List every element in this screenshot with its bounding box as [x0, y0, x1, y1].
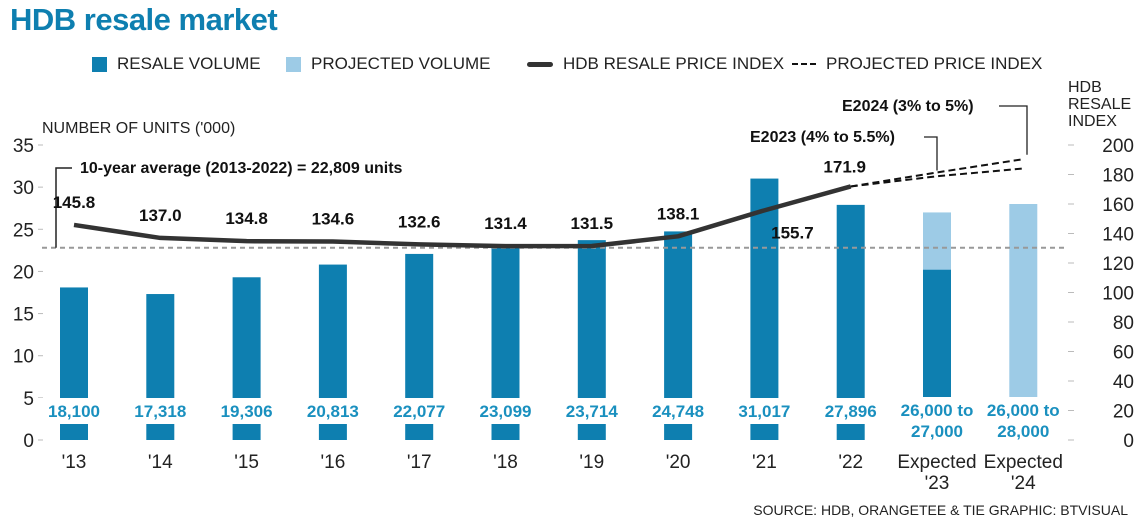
bar-value-label: 18,100: [48, 402, 100, 421]
annotation-e2023-leader: [924, 136, 938, 171]
index-value-label: 145.8: [53, 193, 96, 212]
right-axis-title: INDEX: [1068, 113, 1117, 130]
source-credit: SOURCE: HDB, ORANGETEE & TIE GRAPHIC: BT…: [753, 502, 1128, 518]
bar-label-bg: [379, 398, 460, 424]
bar-label-bg: [638, 398, 719, 424]
right-tick-label: 160: [1102, 195, 1134, 216]
legend-projected-volume: PROJECTED VOLUME: [286, 54, 490, 74]
bar-value-label: 17,318: [134, 402, 186, 421]
right-tick-label: 20: [1113, 402, 1134, 423]
legend-label: RESALE VOLUME: [117, 54, 261, 73]
x-tick-label: '20: [666, 452, 691, 473]
right-axis-title: HDB: [1068, 79, 1102, 96]
bar-value-label: 31,017: [738, 402, 790, 421]
right-tick-label: 60: [1113, 343, 1134, 364]
left-tick-label: 20: [13, 262, 34, 283]
x-tick-label: Expected: [897, 452, 976, 473]
annotation-e2024-leader: [999, 105, 1028, 155]
left-tick-label: 10: [13, 347, 34, 368]
bar-label-bg: [551, 398, 632, 424]
right-tick-label: 40: [1113, 372, 1134, 393]
index-value-label: 131.4: [484, 214, 527, 233]
bar-label-bg: [465, 398, 546, 424]
x-tick-label: '14: [148, 452, 173, 473]
bar-label-bg: [120, 398, 201, 424]
legend-swatch: [286, 56, 301, 72]
right-tick-label: 100: [1102, 284, 1134, 305]
right-tick-label: 80: [1113, 313, 1134, 334]
bar-value-label: 27,896: [825, 402, 877, 421]
bar-label-bg: [724, 398, 805, 424]
index-value-label: 132.6: [398, 212, 441, 231]
index-value-label: 134.8: [225, 209, 268, 228]
right-tick-label: 200: [1102, 136, 1134, 157]
x-tick-label: '24: [1011, 473, 1036, 494]
x-tick-label: '19: [579, 452, 604, 473]
legend-label: HDB RESALE PRICE INDEX: [563, 54, 785, 73]
price-index-line: [73, 184, 852, 249]
left-tick-label: 5: [23, 389, 34, 410]
x-tick-label: '13: [62, 452, 87, 473]
chart-title: HDB resale market: [10, 2, 278, 37]
bar-value-label: 24,748: [652, 402, 704, 421]
index-value-label: 171.9: [823, 157, 866, 176]
index-value-label: 131.5: [571, 214, 614, 233]
resale-volume-bar: [750, 178, 779, 441]
right-tick-label: 0: [1123, 431, 1134, 452]
left-tick-label: 30: [13, 178, 34, 199]
right-tick-label: 180: [1102, 166, 1134, 187]
legend-line: [527, 61, 553, 67]
legend-projected-index: PROJECTED PRICE INDEX: [792, 54, 1042, 74]
x-tick-label: '21: [752, 452, 777, 473]
annotation-e2023: E2023 (4% to 5.5%): [750, 129, 895, 146]
legend-swatch: [92, 56, 107, 72]
average-leader: [55, 167, 72, 248]
legend-dash: [792, 63, 816, 65]
right-axis-title: RESALE: [1068, 96, 1131, 113]
bar-label-bg: [206, 398, 287, 424]
bar-label-bg: [983, 397, 1064, 441]
left-tick-label: 15: [13, 305, 34, 326]
legend-label: PROJECTED PRICE INDEX: [826, 54, 1043, 73]
bar-value-label: 23,099: [480, 402, 532, 421]
projected-index-lower: [850, 167, 1024, 188]
bar-value-label: 20,813: [307, 402, 359, 421]
index-value-label: 137.0: [139, 206, 182, 225]
bar-value-label: 28,000: [997, 422, 1049, 441]
legend-price-index: HDB RESALE PRICE INDEX: [527, 54, 784, 74]
bar-label-bg: [897, 397, 977, 441]
x-tick-label: '23: [925, 473, 950, 494]
bar-value-label: 26,000 to: [901, 401, 974, 420]
x-tick-label: '15: [234, 452, 259, 473]
bar-label-bg: [34, 398, 114, 424]
bar-value-label: 22,077: [393, 402, 445, 421]
average-label: 10-year average (2013-2022) = 22,809 uni…: [80, 160, 403, 177]
right-tick-label: 140: [1102, 225, 1134, 246]
bar-label-bg: [810, 398, 891, 424]
left-tick-label: 25: [13, 220, 34, 241]
x-tick-label: '18: [493, 452, 518, 473]
projected-index-upper: [850, 158, 1024, 188]
index-value-label: 134.6: [312, 209, 355, 228]
index-value-label: 155.7: [771, 223, 814, 242]
left-axis-title: NUMBER OF UNITS ('000): [42, 120, 235, 137]
legend-resale-volume: RESALE VOLUME: [92, 54, 261, 74]
left-tick-label: 35: [13, 136, 34, 157]
bar-label-bg: [292, 398, 373, 424]
annotation-e2024: E2024 (3% to 5%): [842, 98, 974, 115]
left-tick-label: 0: [23, 431, 34, 452]
bar-value-label: 23,714: [566, 402, 619, 421]
bar-value-label: 27,000: [911, 422, 963, 441]
index-value-label: 138.1: [657, 204, 700, 223]
right-tick-label: 120: [1102, 254, 1134, 275]
bar-value-label: 19,306: [221, 402, 273, 421]
x-tick-label: '22: [838, 452, 863, 473]
x-tick-label: Expected: [984, 452, 1063, 473]
x-tick-label: '16: [321, 452, 346, 473]
bar-value-label: 26,000 to: [987, 401, 1060, 420]
x-tick-label: '17: [407, 452, 432, 473]
legend-label: PROJECTED VOLUME: [311, 54, 491, 73]
